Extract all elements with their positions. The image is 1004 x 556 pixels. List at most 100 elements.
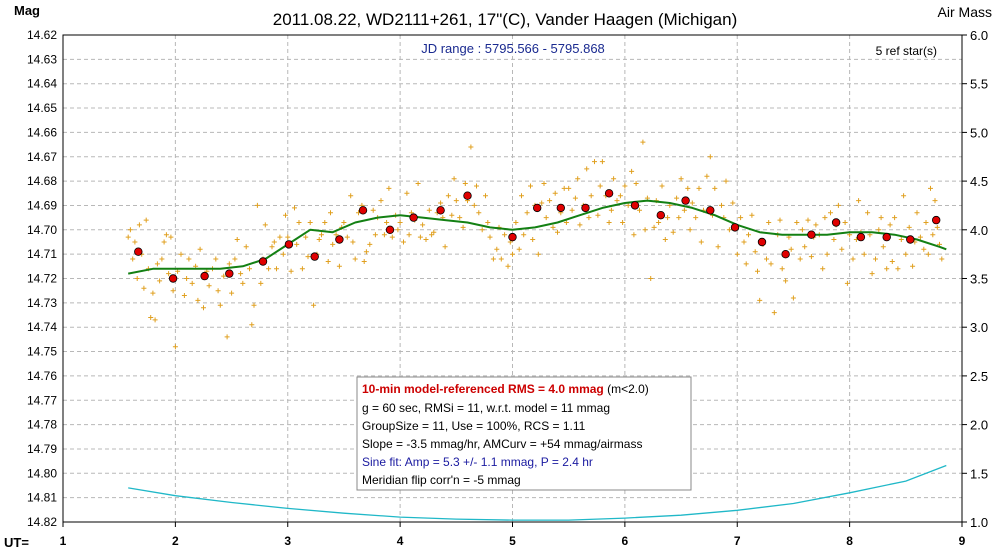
- individual-obs-point: [490, 256, 496, 262]
- individual-obs-point: [901, 193, 907, 199]
- y2-tick-label: 5.0: [970, 125, 988, 140]
- individual-obs-point: [266, 266, 272, 272]
- individual-obs-point: [251, 302, 257, 308]
- individual-obs-point: [880, 244, 886, 250]
- stats-box: 10-min model-referenced RMS = 4.0 mmag (…: [356, 376, 692, 491]
- individual-obs-point: [386, 185, 392, 191]
- individual-obs-point: [932, 198, 938, 204]
- group-average-point: [681, 196, 690, 205]
- individual-obs-point: [166, 271, 172, 277]
- group-average-point: [831, 218, 841, 227]
- group-average-point: [258, 257, 268, 266]
- individual-obs-point: [370, 207, 376, 213]
- group-average-point: [781, 249, 790, 259]
- y2-tick-label: 1.0: [970, 515, 988, 530]
- individual-obs-point: [914, 210, 920, 216]
- individual-obs-point: [471, 202, 477, 208]
- individual-obs-point: [161, 239, 167, 245]
- individual-obs-point: [319, 232, 324, 238]
- individual-obs-point: [678, 176, 684, 182]
- individual-obs-point: [640, 139, 646, 145]
- individual-obs-point: [755, 268, 760, 274]
- individual-obs-point: [170, 288, 176, 294]
- y-tick-label: 14.76: [27, 369, 57, 383]
- y2-tick-label: 4.5: [970, 174, 988, 189]
- individual-obs-point: [333, 232, 339, 238]
- individual-obs-point: [468, 144, 474, 150]
- individual-obs-point: [148, 315, 154, 320]
- air-mass-curve: [128, 464, 947, 521]
- individual-obs-point: [143, 217, 149, 223]
- individual-obs-point: [429, 232, 435, 238]
- individual-obs-point: [681, 207, 687, 213]
- individual-obs-point: [693, 215, 699, 221]
- individual-obs-point: [476, 210, 482, 216]
- individual-obs-point: [262, 222, 268, 228]
- individual-obs-point: [438, 200, 444, 206]
- individual-obs-point: [738, 215, 744, 221]
- individual-obs-point: [878, 215, 884, 221]
- group-average-point: [436, 206, 445, 215]
- individual-obs-point: [426, 207, 432, 213]
- individual-obs-point: [910, 263, 916, 269]
- individual-obs-point: [651, 224, 657, 230]
- x-tick-label: 8: [846, 534, 853, 548]
- individual-obs-point: [771, 310, 777, 316]
- individual-obs-point: [316, 237, 322, 242]
- individual-obs-point: [541, 181, 547, 186]
- individual-obs-point: [768, 261, 774, 267]
- individual-obs-point: [620, 220, 626, 225]
- individual-obs-point: [485, 220, 491, 225]
- individual-obs-point: [599, 159, 605, 165]
- group-average-point: [168, 274, 178, 283]
- individual-obs-point: [348, 193, 354, 199]
- individual-obs-point: [378, 198, 384, 204]
- individual-obs-point: [258, 280, 264, 286]
- group-average-point: [757, 237, 767, 247]
- individual-obs-point: [625, 202, 631, 208]
- individual-obs-point: [726, 227, 732, 233]
- individual-obs-point: [752, 249, 758, 255]
- individual-obs-point: [395, 227, 401, 233]
- y-tick-label: 14.74: [27, 320, 57, 334]
- individual-obs-point: [820, 266, 826, 272]
- individual-obs-point: [779, 266, 785, 272]
- group-average-point: [409, 213, 418, 222]
- individual-obs-point: [130, 256, 136, 262]
- jd-range-text: JD range : 5795.566 - 5795.868: [421, 41, 605, 56]
- individual-obs-point: [572, 195, 578, 201]
- individual-obs-point: [824, 251, 830, 257]
- individual-obs-point: [698, 239, 704, 245]
- y-tick-label: 14.69: [27, 198, 57, 212]
- individual-obs-point: [696, 185, 702, 191]
- individual-obs-point: [939, 256, 945, 262]
- individual-obs-point: [764, 256, 769, 262]
- individual-obs-point: [577, 222, 583, 228]
- individual-obs-point: [687, 227, 693, 233]
- stats-box-frame: [356, 376, 692, 491]
- individual-obs-point: [884, 266, 890, 272]
- individual-obs-point: [206, 283, 212, 289]
- individual-obs-point: [788, 246, 794, 252]
- y-tick-label: 14.81: [27, 491, 57, 505]
- y-tick-label: 14.71: [27, 247, 57, 261]
- stats-line-rms: 10-min model-referenced RMS = 4.0 mmag (…: [362, 382, 649, 396]
- y-axis-label: Mag: [14, 3, 40, 18]
- individual-obs-point: [749, 212, 755, 218]
- individual-obs-point: [842, 220, 848, 225]
- individual-obs-point: [746, 232, 751, 238]
- stats-line-sine: Sine fit: Amp = 5.3 +/- 1.1 mmag, P = 2.…: [362, 455, 593, 469]
- individual-obs-point: [592, 159, 597, 165]
- individual-obs-point: [243, 244, 249, 250]
- individual-obs-point: [903, 251, 909, 257]
- individual-obs-point: [283, 212, 288, 218]
- y-tick-label: 14.63: [27, 52, 57, 66]
- individual-obs-point: [423, 237, 429, 242]
- individual-obs-point: [372, 232, 378, 238]
- individual-obs-point: [516, 246, 522, 252]
- y-tick-label: 14.79: [27, 442, 57, 456]
- individual-obs-point: [734, 251, 740, 257]
- individual-obs-point: [835, 202, 841, 208]
- individual-obs-point: [157, 278, 163, 284]
